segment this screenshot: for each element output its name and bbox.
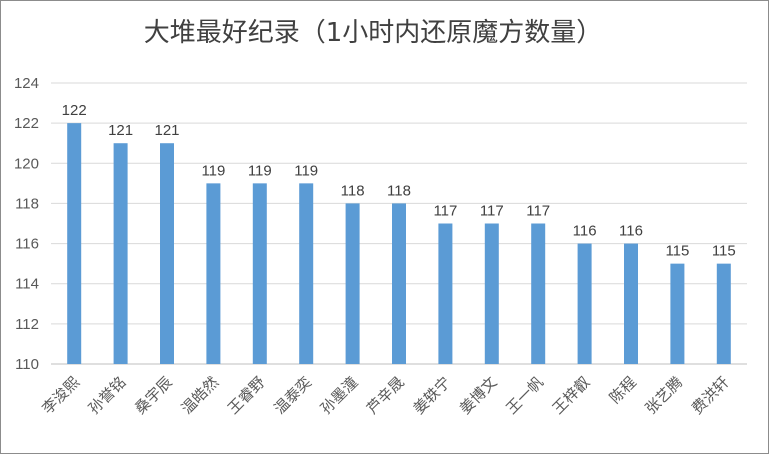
data-label: 118	[341, 182, 365, 199]
bar	[345, 203, 360, 364]
data-label: 121	[108, 122, 133, 139]
y-tick-label: 124	[14, 75, 39, 92]
bar	[438, 223, 453, 364]
chart-title: 大堆最好纪录（1小时内还原魔方数量）	[144, 18, 603, 48]
data-label: 119	[201, 162, 225, 179]
y-axis-ticks: 110 112 114 116 118 120 122 124	[14, 75, 39, 373]
bar	[160, 143, 174, 364]
data-label: 117	[480, 203, 504, 220]
y-tick-label: 114	[15, 276, 39, 293]
bar	[716, 263, 731, 364]
data-label: 116	[619, 223, 643, 240]
y-tick-label: 112	[15, 316, 39, 333]
x-category-label: 温泰奕	[270, 373, 315, 418]
x-category-label: 桑宇辰	[131, 373, 176, 418]
bar	[67, 123, 82, 365]
data-label: 119	[248, 162, 272, 179]
x-category-label: 姜轶宁	[410, 373, 455, 418]
bar	[484, 223, 499, 364]
x-category-label: 姜博文	[456, 373, 501, 418]
x-category-label: 张艺腾	[642, 373, 687, 418]
y-tick-label: 116	[15, 236, 39, 253]
data-label: 117	[526, 203, 550, 220]
x-category-label: 费洪轩	[688, 373, 733, 418]
x-category-label: 芦辛晟	[363, 373, 408, 418]
data-label: 115	[712, 243, 736, 260]
x-category-label: 陈程	[606, 373, 640, 407]
y-tick-label: 120	[14, 155, 39, 172]
x-category-label: 王睿野	[224, 373, 269, 418]
bar	[299, 183, 314, 364]
data-label: 118	[387, 182, 411, 199]
data-labels: 122 121 121 119 119 119 118 118 117 117 117 116 116 1…	[62, 102, 736, 260]
x-category-label: 李浚熙	[38, 373, 83, 418]
data-label: 119	[294, 162, 318, 179]
y-tick-label: 110	[15, 356, 39, 373]
data-label: 117	[433, 203, 457, 220]
x-category-label: 温皓然	[178, 373, 223, 418]
x-category-label: 孙誉铭	[85, 373, 130, 418]
bar	[113, 143, 128, 364]
y-tick-label: 118	[15, 195, 39, 212]
data-label: 116	[573, 223, 597, 240]
x-category-label: 王一帆	[502, 373, 547, 418]
bars	[67, 123, 731, 365]
x-axis-categories: 李浚熙 孙誉铭 桑宇辰 温皓然 王睿野 温泰奕 孙墨潼 芦辛晟 姜轶宁 姜博文 王一帆 王梓叡 陈程 张艺…	[38, 373, 732, 418]
x-category-label: 王梓叡	[549, 373, 594, 418]
data-label: 122	[62, 102, 87, 119]
data-label: 121	[154, 122, 179, 139]
bar	[252, 183, 267, 364]
y-tick-label: 122	[14, 115, 39, 132]
bar	[206, 183, 221, 364]
x-category-label: 孙墨潼	[317, 373, 362, 418]
bar	[624, 243, 638, 364]
bar	[577, 243, 592, 364]
bar	[531, 223, 546, 364]
bar	[670, 263, 685, 364]
bar	[392, 203, 406, 364]
data-label: 115	[665, 243, 689, 260]
